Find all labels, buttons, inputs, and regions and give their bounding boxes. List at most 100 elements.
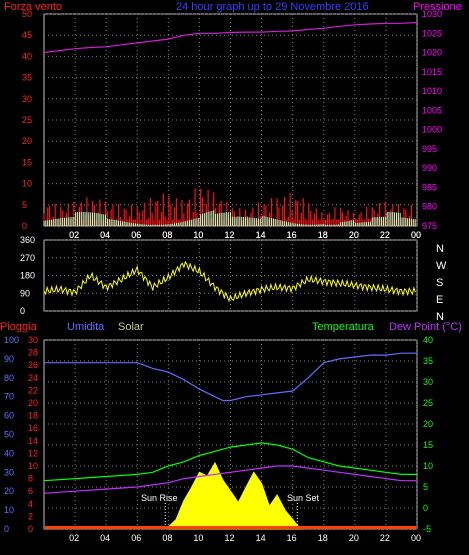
chart-title: 24 hour graph up to 29 Novembre 2016: [176, 1, 369, 13]
rain-bar: [45, 526, 416, 529]
temp-tick-label: -5: [423, 524, 431, 534]
y2-tick-label: 985: [422, 182, 437, 192]
x-tick-label: 02: [69, 230, 79, 240]
y2-tick-label: 1000: [422, 125, 442, 135]
x-tick-label: 20: [349, 533, 359, 543]
sun-set-label: Sun Set: [287, 493, 320, 503]
dewpoint-label: Dew Point (°C): [389, 321, 462, 333]
y-tick-label: 25: [22, 115, 32, 125]
y-tick-label: 0: [22, 221, 27, 231]
temp-tick-label: 40: [423, 335, 433, 345]
x-tick-label: 12: [225, 230, 235, 240]
humidity-tick-label: 20: [4, 486, 14, 496]
rain-tick-label: 22: [28, 385, 38, 395]
humidity-tick-label: 10: [4, 505, 14, 515]
y-tick-label: 5: [22, 200, 27, 210]
rain-tick-label: 4: [28, 499, 33, 509]
x-tick-label: 06: [131, 230, 141, 240]
x-tick-label: 12: [225, 230, 235, 240]
x-tick-label: 22: [380, 230, 390, 240]
y2-tick-label: 975: [422, 221, 437, 231]
rain-tick-label: 10: [28, 461, 38, 471]
pressure-axis-label: Pressione: [413, 1, 462, 13]
x-tick-label: 08: [162, 533, 172, 543]
sun-rise-label: Sun Rise: [141, 493, 178, 503]
x-tick-label: 18: [318, 230, 328, 240]
humidity-tick-label: 80: [4, 373, 14, 383]
humidity-tick-label: 70: [4, 392, 14, 402]
temperature-label: Temperatura: [312, 321, 375, 333]
y2-tick-label: 1005: [422, 105, 442, 115]
dewpoint-line: [43, 465, 417, 494]
temp-tick-label: 35: [423, 356, 433, 366]
x-tick-label: 10: [193, 230, 203, 240]
y-tick-label: 20: [22, 136, 32, 146]
humidity-tick-label: 40: [4, 448, 14, 458]
humidity-tick-label: 0: [4, 524, 9, 534]
x-tick-label: 18: [318, 230, 328, 240]
x-tick-label: 10: [193, 533, 203, 543]
temp-tick-label: 5: [423, 482, 428, 492]
x-tick-label: 04: [100, 230, 110, 240]
rain-tick-label: 6: [28, 486, 33, 496]
x-tick-label: 14: [256, 533, 266, 543]
humidity-label: Umidita: [67, 321, 105, 333]
x-tick-label: 00: [411, 230, 421, 240]
x-tick-label: 16: [287, 230, 297, 240]
y2-tick-label: 990: [422, 163, 437, 173]
x-tick-label: 04: [100, 230, 110, 240]
x-tick-label: 14: [256, 230, 266, 240]
y-tick-label: 0: [20, 306, 25, 316]
x-tick-label: 02: [69, 533, 79, 543]
rain-tick-label: 16: [28, 423, 38, 433]
solar-area: [167, 461, 302, 530]
rain-tick-label: 24: [28, 373, 38, 383]
rain-tick-label: 30: [28, 335, 38, 345]
humidity-tick-label: 100: [4, 335, 19, 345]
rain-label: Pioggia: [0, 321, 38, 333]
y2-tick-label: 980: [422, 202, 437, 212]
x-tick-label: 00: [411, 533, 421, 543]
x-tick-label: 04: [100, 533, 110, 543]
y2-tick-label: 1010: [422, 86, 442, 96]
rain-tick-label: 8: [28, 474, 33, 484]
dir-label-n-top: N: [436, 243, 444, 255]
rain-tick-label: 18: [28, 411, 38, 421]
rain-tick-label: 20: [28, 398, 38, 408]
y2-tick-label: 1015: [422, 67, 442, 77]
y-tick-label: 180: [20, 271, 35, 281]
temp-tick-label: 30: [423, 377, 433, 387]
dir-label-n-bottom: N: [436, 311, 444, 323]
x-tick-label: 20: [349, 230, 359, 240]
y-tick-label: 30: [22, 94, 32, 104]
temp-tick-label: 25: [423, 398, 433, 408]
x-tick-label: 22: [380, 230, 390, 240]
x-tick-label: 06: [131, 533, 141, 543]
y2-tick-label: 995: [422, 144, 437, 154]
y-tick-label: 50: [22, 9, 32, 19]
temp-tick-label: 20: [423, 419, 433, 429]
wind-axis-label: Forza vento: [4, 1, 62, 13]
humidity-line: [44, 352, 417, 402]
humidity-tick-label: 90: [4, 354, 14, 364]
pressure-line: [43, 21, 418, 54]
rain-tick-label: 14: [28, 436, 38, 446]
y-tick-label: 90: [20, 288, 30, 298]
dir-label-w: W: [436, 260, 447, 272]
rain-tick-label: 12: [28, 448, 38, 458]
rain-tick-label: 2: [28, 511, 33, 521]
x-tick-label: 02: [69, 230, 79, 240]
x-tick-label: 12: [225, 533, 235, 543]
y-tick-label: 40: [22, 51, 32, 61]
temp-tick-label: 15: [423, 440, 433, 450]
temperature-line: [43, 442, 417, 482]
rain-tick-label: 0: [28, 524, 33, 534]
humidity-tick-label: 30: [4, 467, 14, 477]
wind-direction-line: [43, 260, 416, 303]
x-tick-label: 16: [287, 533, 297, 543]
x-tick-label: 08: [162, 230, 172, 240]
humidity-tick-label: 50: [4, 430, 14, 440]
x-tick-label: 08: [162, 230, 172, 240]
x-tick-label: 14: [256, 230, 266, 240]
